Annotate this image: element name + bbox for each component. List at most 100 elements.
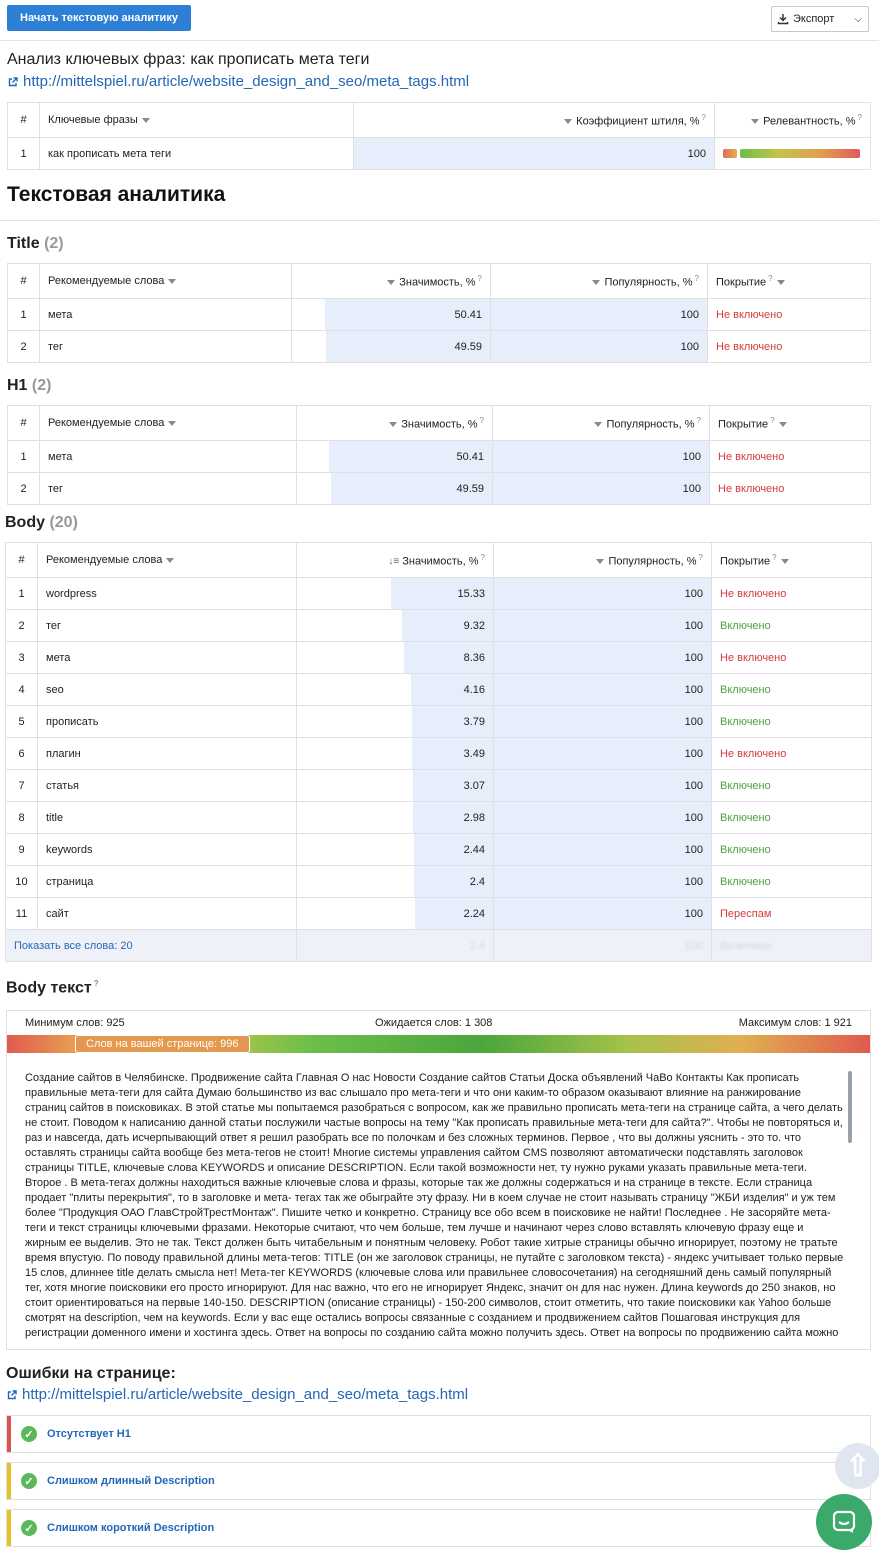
row-popularity: 100 [493,833,712,866]
error-label: Слишком короткий Description [47,1522,215,1534]
body-section-heading: Body (20) [5,514,78,531]
popularity-bar [491,331,707,362]
row-num: 1 [7,440,40,473]
error-item[interactable]: ✓ Отсутствует H1 [6,1415,871,1453]
row-popularity: 100 [492,472,710,505]
sort-icon[interactable] [592,279,601,285]
col-relevance[interactable]: Релевантность, %? [714,102,871,138]
col-num: # [7,405,40,441]
sort-icon[interactable] [387,279,396,285]
table-row: 7 статья 3.07 100 Включено [5,769,872,802]
row-num: 2 [5,609,38,642]
row-num: 1 [5,577,38,610]
sort-icon[interactable] [780,558,789,564]
row-num: 1 [7,137,40,170]
col-popularity[interactable]: Популярность, %? [493,542,712,578]
help-icon[interactable]: ? [696,415,701,425]
help-icon[interactable]: ? [768,273,773,283]
row-significance: 8.36 [296,641,494,674]
page-words-badge: Слов на вашей странице: 996 [75,1035,250,1053]
help-icon[interactable]: ? [770,415,775,425]
col-significance[interactable]: ↓≡ Значимость, %? [296,542,494,578]
help-icon[interactable]: ? [772,552,777,562]
sort-desc-icon[interactable]: ↓≡ [388,556,400,568]
row-significance: 2.44 [296,833,494,866]
sort-icon[interactable] [751,118,760,124]
row-popularity: 100 [493,801,712,834]
error-item[interactable]: ✓ Слишком короткий Description [6,1509,871,1547]
row-coef: 100 [353,137,715,170]
col-word[interactable]: Рекомендуемые слова [39,405,297,441]
body-text-content[interactable]: Создание сайтов в Челябинске. Продвижени… [25,1072,844,1339]
col-popularity[interactable]: Популярность, %? [490,263,708,299]
help-icon[interactable]: ? [477,273,482,283]
row-word: статья [37,769,297,802]
keyphrase-table: # Ключевые фразы Коэффициент штиля, %? Р… [7,102,871,170]
help-icon[interactable]: ? [694,273,699,283]
help-icon[interactable]: ? [698,552,703,562]
col-coef[interactable]: Коэффициент штиля, %? [353,102,715,138]
significance-bar [330,473,492,504]
row-word: плагин [37,737,297,770]
sort-icon[interactable] [168,420,177,426]
row-significance: 50.41 [291,298,491,331]
h1-section-heading: H1 (2) [7,377,52,394]
row-num: 8 [5,801,38,834]
significance-bar [402,610,493,641]
row-word: keywords [37,833,297,866]
row-popularity: 100 [490,298,708,331]
col-phrase[interactable]: Ключевые фразы [39,102,354,138]
help-icon[interactable]: ? [480,552,485,562]
start-text-analytics-button[interactable]: Начать текстовую аналитику [7,5,191,31]
row-popularity: 100 [493,769,712,802]
row-significance: 49.59 [296,472,493,505]
significance-bar [413,802,493,833]
col-coverage[interactable]: Покрытие? [709,405,871,441]
sort-icon[interactable] [166,557,175,563]
row-popularity: 100 [493,609,712,642]
popularity-bar [493,441,709,472]
scrollbar[interactable] [848,1071,852,1143]
col-word[interactable]: Рекомендуемые слова [39,263,292,299]
check-icon: ✓ [21,1473,37,1489]
row-num: 6 [5,737,38,770]
row-popularity: 100 [493,641,712,674]
analysis-url-link[interactable]: http://mittelspiel.ru/article/website_de… [7,73,469,90]
sort-icon[interactable] [168,278,177,284]
table-row: 2 тег 9.32 100 Включено [5,609,872,642]
col-coverage[interactable]: Покрытие? [711,542,872,578]
help-icon[interactable]: ? [857,112,862,122]
sort-icon[interactable] [778,421,787,427]
row-word: seo [37,673,297,706]
scroll-up-button[interactable]: ⇧ [835,1443,879,1489]
row-popularity: 100 [493,577,712,610]
col-significance[interactable]: Значимость, %? [296,405,493,441]
error-severity-stripe [7,1416,11,1452]
sort-icon[interactable] [596,558,605,564]
col-significance[interactable]: Значимость, %? [291,263,491,299]
help-icon[interactable]: ? [479,415,484,425]
sort-icon[interactable] [594,421,603,427]
sort-icon[interactable] [776,279,785,285]
row-popularity: 100 [493,737,712,770]
col-coverage[interactable]: Покрытие? [707,263,871,299]
sort-icon[interactable] [564,118,573,124]
errors-url-link[interactable]: http://mittelspiel.ru/article/website_de… [6,1386,468,1403]
help-icon[interactable]: ? [93,979,99,988]
external-link-icon [7,1389,17,1399]
help-icon[interactable]: ? [701,112,706,122]
title-words-table: # Рекомендуемые слова Значимость, %? Поп… [7,263,871,363]
col-word[interactable]: Рекомендуемые слова [37,542,297,578]
show-all-words-link[interactable]: Показать все слова: 20 [5,929,297,962]
error-label: Отсутствует H1 [47,1428,131,1440]
error-item[interactable]: ✓ Слишком длинный Description [6,1462,871,1500]
col-popularity[interactable]: Популярность, %? [492,405,710,441]
min-words-label: Минимум слов: 925 [25,1017,125,1029]
row-word: мета [37,641,297,674]
sort-icon[interactable] [389,421,398,427]
chat-button[interactable] [816,1494,872,1550]
sort-icon[interactable] [141,117,150,123]
divider [0,220,879,221]
table-row: 2 тег 49.59 100 Не включено [7,330,871,363]
export-button[interactable]: Экспорт ⌵ [771,6,869,32]
